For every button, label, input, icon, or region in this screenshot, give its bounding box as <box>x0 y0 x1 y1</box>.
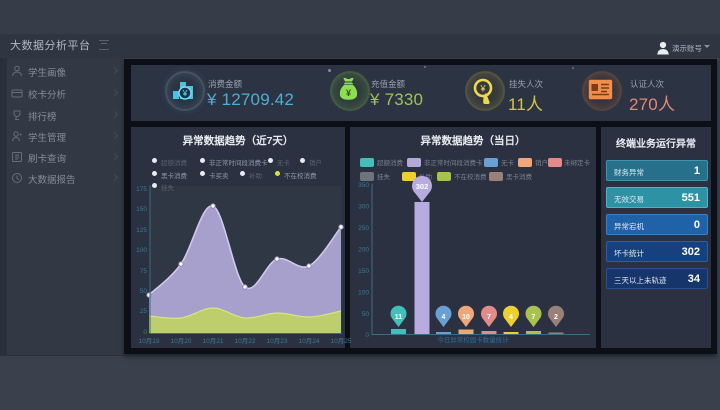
svg-text:150: 150 <box>358 268 369 275</box>
svg-text:今日异常校园卡数量统计: 今日异常校园卡数量统计 <box>437 335 509 344</box>
svg-text:150: 150 <box>136 206 147 213</box>
svg-text:¥: ¥ <box>182 88 188 98</box>
svg-text:非正常时间段消费卡: 非正常时间段消费卡 <box>424 158 483 167</box>
svg-text:100: 100 <box>136 247 147 254</box>
svg-text:0: 0 <box>365 332 369 339</box>
svg-text:10: 10 <box>462 314 470 321</box>
svg-text:挂失: 挂失 <box>377 172 391 181</box>
svg-text:10月24: 10月24 <box>299 337 320 345</box>
svg-text:250: 250 <box>358 225 369 232</box>
svg-text:黑卡消费: 黑卡消费 <box>506 172 533 181</box>
svg-text:300: 300 <box>358 204 369 211</box>
svg-text:7: 7 <box>487 314 491 321</box>
svg-text:302: 302 <box>416 182 429 191</box>
svg-text:补助: 补助 <box>419 172 433 181</box>
svg-text:50: 50 <box>362 311 370 318</box>
svg-text:50: 50 <box>140 288 148 295</box>
svg-text:10月21: 10月21 <box>203 337 224 345</box>
svg-text:超额消费: 超额消费 <box>377 158 404 167</box>
svg-text:10月23: 10月23 <box>267 337 288 345</box>
svg-text:4: 4 <box>442 314 446 321</box>
svg-text:125: 125 <box>136 227 147 234</box>
svg-text:销户: 销户 <box>535 158 548 167</box>
svg-text:4: 4 <box>509 314 513 321</box>
svg-text:75: 75 <box>140 268 148 275</box>
svg-text:11: 11 <box>395 314 403 321</box>
svg-text:25: 25 <box>140 308 148 315</box>
svg-text:¥: ¥ <box>346 88 351 98</box>
svg-text:10月19: 10月19 <box>139 337 160 345</box>
svg-text:175: 175 <box>136 186 147 193</box>
svg-text:10月25: 10月25 <box>331 337 351 345</box>
svg-text:2: 2 <box>554 314 558 321</box>
svg-text:¥: ¥ <box>479 84 486 94</box>
svg-text:7: 7 <box>532 314 536 321</box>
svg-text:10月22: 10月22 <box>235 337 256 345</box>
svg-text:不在校消费: 不在校消费 <box>454 172 487 181</box>
svg-text:100: 100 <box>358 290 369 297</box>
svg-text:350: 350 <box>358 182 369 189</box>
svg-text:0: 0 <box>143 329 147 336</box>
svg-text:10月20: 10月20 <box>171 337 192 345</box>
svg-text:未绑定卡: 未绑定卡 <box>564 158 591 167</box>
svg-text:200: 200 <box>358 247 369 254</box>
svg-text:无卡: 无卡 <box>501 158 515 167</box>
